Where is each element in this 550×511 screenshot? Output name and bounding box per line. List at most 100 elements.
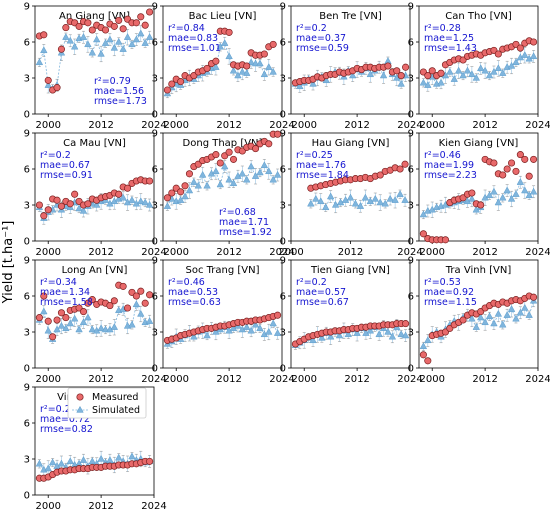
- measured-point: [243, 62, 251, 70]
- stats-text: r²=0.46: [168, 277, 205, 288]
- measured-point: [141, 21, 149, 29]
- simulated-point: [366, 326, 375, 334]
- simulated-point: [110, 43, 119, 51]
- y-tick-label: 6: [280, 165, 286, 176]
- panel-title: Long An [VN]: [62, 265, 128, 276]
- measured-point: [168, 189, 176, 197]
- simulated-point: [40, 307, 48, 315]
- simulated-point: [97, 324, 105, 332]
- simulated-point: [361, 193, 370, 201]
- measured-point: [110, 297, 118, 305]
- simulated-point: [92, 200, 101, 208]
- x-tick-label: 2012: [88, 120, 113, 131]
- simulated-point: [419, 342, 428, 350]
- simulated-point: [79, 33, 88, 40]
- measured-point: [419, 351, 427, 359]
- simulated-point: [512, 190, 520, 197]
- simulated-point: [335, 331, 344, 339]
- y-tick-label: 0: [280, 364, 286, 375]
- measured-point: [44, 206, 52, 214]
- x-tick-label: 2000: [163, 374, 188, 385]
- stats-text: mae=1.56: [94, 86, 144, 97]
- simulated-point: [419, 78, 428, 86]
- stats-text: mae=0.72: [40, 414, 90, 425]
- measured-point: [75, 22, 83, 30]
- stats-text: rmse=0.67: [296, 297, 349, 308]
- simulated-point: [75, 204, 83, 212]
- measured-point: [419, 230, 427, 238]
- panel-frame: [418, 5, 539, 115]
- measured-point: [137, 13, 145, 21]
- measured-point: [397, 72, 405, 80]
- simulated-point: [265, 327, 273, 335]
- measured-point: [44, 317, 52, 325]
- chart-panel: Ca Mau [VN] 0 3 6 9 2000 2012 2024 r²=0.2mae=0.6…: [24, 129, 167, 259]
- stats-text: rmse=1.92: [219, 227, 272, 238]
- simulated-point: [309, 336, 317, 344]
- legend-simulated-marker: [76, 405, 84, 413]
- x-tick-label: 2000: [163, 120, 188, 131]
- simulated-point: [92, 35, 101, 43]
- measured-point: [84, 200, 92, 208]
- simulated-point: [450, 75, 458, 82]
- simulated-point: [128, 196, 136, 203]
- measured-point: [49, 333, 57, 341]
- simulated-point: [115, 453, 123, 461]
- simulated-point: [512, 58, 520, 66]
- chart-panel: Vinh Long [VN]0369200020122024r²=0.27mae…: [24, 383, 167, 511]
- simulated-point: [88, 325, 97, 333]
- simulated-point: [344, 330, 353, 338]
- y-tick-label: 6: [280, 38, 286, 49]
- stats-text: r²=0.2: [40, 150, 71, 161]
- x-tick-label: 2012: [88, 374, 113, 385]
- legend-box: [67, 387, 147, 419]
- measured-point: [212, 57, 220, 65]
- simulated-point: [216, 180, 225, 188]
- simulated-point: [176, 196, 185, 203]
- simulated-point: [366, 197, 375, 205]
- simulated-point: [507, 194, 516, 202]
- simulated-point: [229, 179, 238, 187]
- simulated-point: [35, 459, 44, 467]
- measured-point: [146, 291, 154, 299]
- simulated-point: [269, 175, 277, 183]
- simulated-point: [485, 71, 494, 79]
- legend: Measured Simulated: [67, 387, 147, 419]
- x-tick-label: 2024: [397, 120, 422, 131]
- measured-point: [229, 155, 238, 163]
- simulated-point: [269, 319, 277, 327]
- measured-point: [141, 299, 149, 307]
- measured-point: [57, 202, 65, 210]
- simulated-point: [97, 454, 105, 462]
- x-tick-label: 2000: [35, 374, 60, 385]
- simulated-point: [62, 324, 70, 332]
- chart-panel: Dong Thap [VN] 0 3 6 9 2000 2012 2024 r²=0.68mae…: [152, 129, 295, 259]
- measured-point: [468, 189, 476, 197]
- x-tick-label: 2012: [216, 374, 241, 385]
- simulated-point: [490, 67, 498, 75]
- simulated-point: [356, 202, 365, 209]
- simulated-point: [44, 81, 52, 88]
- x-tick-label: 2024: [397, 247, 422, 258]
- measured-point: [384, 62, 392, 70]
- measured-point: [499, 171, 507, 179]
- panel-title: Ca Mau [VN]: [63, 138, 126, 149]
- measured-point: [53, 84, 61, 92]
- x-tick-label: 2024: [525, 247, 550, 258]
- measured-point: [212, 151, 220, 159]
- simulated-point: [35, 58, 44, 66]
- simulated-point: [260, 70, 269, 78]
- measured-point: [424, 357, 432, 365]
- x-tick-label: 2024: [141, 120, 166, 131]
- simulated-point: [424, 81, 432, 88]
- measured-point: [124, 304, 132, 312]
- panel-frame: [418, 132, 539, 242]
- x-tick-label: 2024: [525, 120, 550, 131]
- y-tick-label: 3: [24, 201, 30, 212]
- y-tick-label: 0: [152, 364, 158, 375]
- y-tick-label: 0: [408, 110, 414, 121]
- panel-frame: [34, 259, 155, 369]
- stats-text: rmse=0.82: [40, 424, 93, 435]
- y-tick-label: 9: [280, 256, 286, 267]
